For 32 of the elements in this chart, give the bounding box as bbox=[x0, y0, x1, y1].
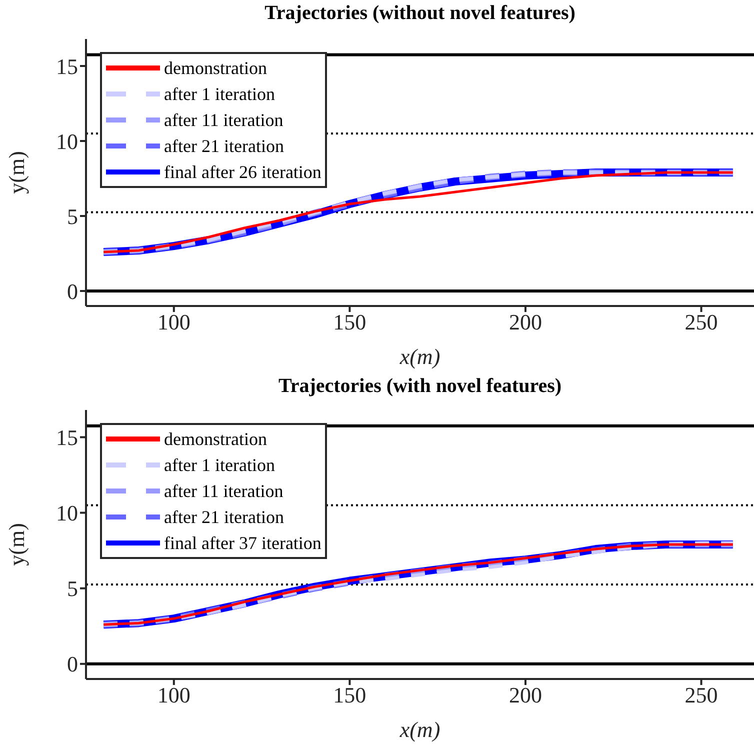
x-tick-label: 100 bbox=[157, 682, 190, 708]
x-tick-label: 150 bbox=[333, 682, 366, 708]
legend-label: final after 37 iteration bbox=[164, 532, 322, 554]
y-tick-label: 10 bbox=[56, 500, 78, 526]
x-tick-label: 150 bbox=[333, 310, 366, 335]
x-axis-title: x(m) bbox=[398, 717, 440, 742]
y-tick-label: 0 bbox=[67, 652, 78, 677]
legend-label: after 11 iteration bbox=[164, 110, 284, 130]
x-axis-title: x(m) bbox=[398, 344, 440, 369]
y-tick-label: 5 bbox=[67, 204, 78, 229]
legend-label: demonstration bbox=[164, 428, 267, 450]
legend-label: after 1 iteration bbox=[164, 84, 275, 104]
legend-label: demonstration bbox=[164, 58, 267, 78]
y-tick-label: 15 bbox=[56, 425, 78, 450]
legend-label: after 21 iteration bbox=[164, 506, 284, 528]
y-tick-label: 0 bbox=[67, 278, 78, 304]
legend-label: after 11 iteration bbox=[164, 480, 284, 502]
chart-title: Trajectories (without novel features) bbox=[264, 2, 576, 25]
legend-label: after 21 iteration bbox=[164, 136, 284, 156]
x-tick-label: 250 bbox=[684, 682, 718, 708]
y-tick-label: 5 bbox=[67, 576, 78, 602]
y-tick-label: 15 bbox=[56, 54, 78, 79]
x-tick-label: 200 bbox=[508, 310, 542, 335]
legend-label: final after 26 iteration bbox=[164, 162, 322, 182]
y-tick-label: 10 bbox=[56, 128, 78, 154]
y-axis-title: y(m) bbox=[4, 151, 29, 194]
y-axis-title: y(m) bbox=[4, 523, 29, 566]
chart-title: Trajectories (with novel features) bbox=[277, 375, 563, 398]
x-tick-label: 250 bbox=[684, 310, 718, 335]
legend-label: after 1 iteration bbox=[164, 454, 275, 476]
x-tick-label: 200 bbox=[508, 682, 542, 708]
x-tick-label: 100 bbox=[157, 310, 190, 335]
